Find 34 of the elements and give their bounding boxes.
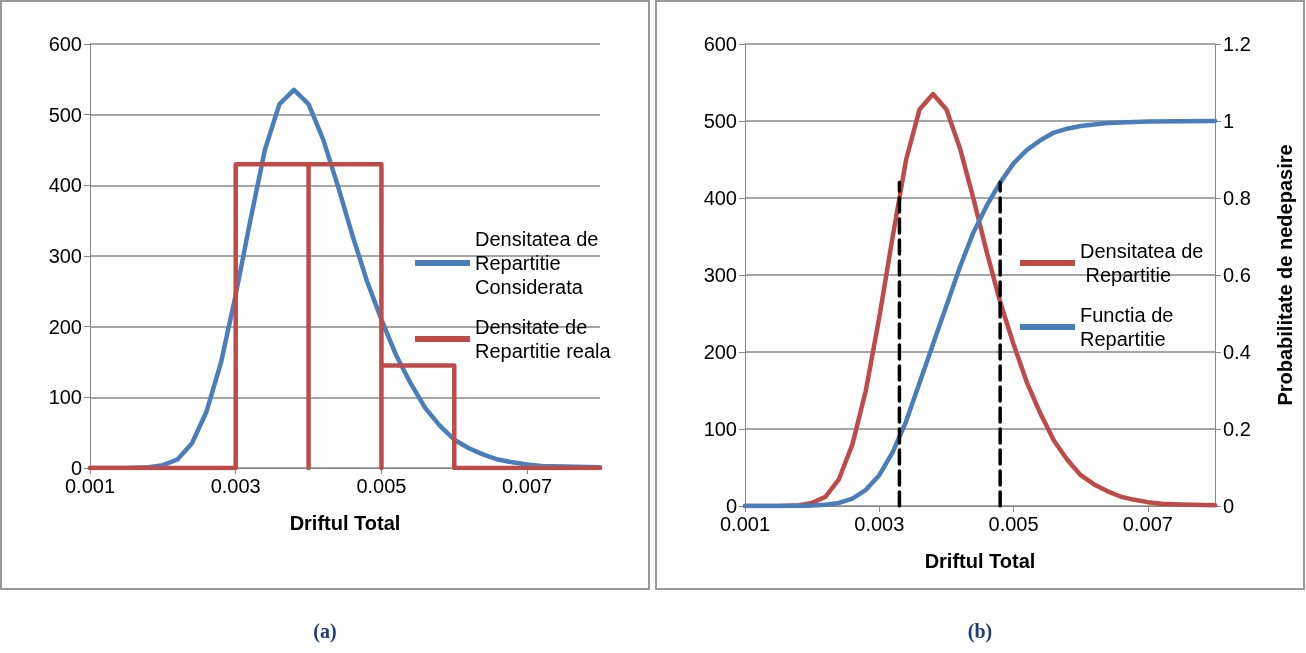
y-tick-label: 200 [703,341,737,363]
y2-tick-label: 0.4 [1223,341,1251,363]
legend-label: Densitatea de Repartitie Considerata [475,228,604,298]
y2-tick-label: 0.2 [1223,418,1251,440]
y2-tick-label: 1 [1223,110,1235,132]
x-tick-label: 0.005 [988,513,1039,535]
y-tick-label: 100 [48,386,82,409]
text: (a) [312,620,338,643]
legend-label: Densitatea de Repartitie [1080,240,1204,286]
y2-tick-label: 0.8 [1223,187,1251,209]
y-tick-label: 300 [703,264,737,286]
x-tick-label: 0.005 [356,475,407,497]
x-axis-title: Driftul Total [289,512,401,534]
y-tick-label: 600 [703,33,737,55]
x-tick-label: 0.003 [854,513,905,535]
y2-axis-title: Probabilitate de nedepasire [1274,144,1296,406]
legend-label: Functia de Repartitie [1080,304,1179,350]
y2-tick-label: 0 [1223,495,1235,517]
y-tick-label: 400 [703,187,737,209]
x-tick-label: 0.003 [210,475,261,497]
y-tick-label: 400 [48,174,82,197]
y2-tick-label: 1.2 [1223,33,1251,55]
y2-tick-label: 0.6 [1223,264,1251,286]
legend-label: Densitate de Repartitie reala [475,316,612,362]
y-tick-label: 500 [48,103,82,126]
text: (b) [966,620,994,643]
x-tick-label: 0.007 [1122,513,1173,535]
y-tick-label: 300 [48,245,82,267]
y-tick-label: 100 [703,418,737,440]
x-axis-title: Driftul Total [924,550,1036,572]
y-tick-label: 500 [703,110,737,132]
y-tick-label: 600 [48,33,82,55]
x-tick-label: 0.007 [502,475,553,497]
y-tick-label: 200 [48,315,82,338]
